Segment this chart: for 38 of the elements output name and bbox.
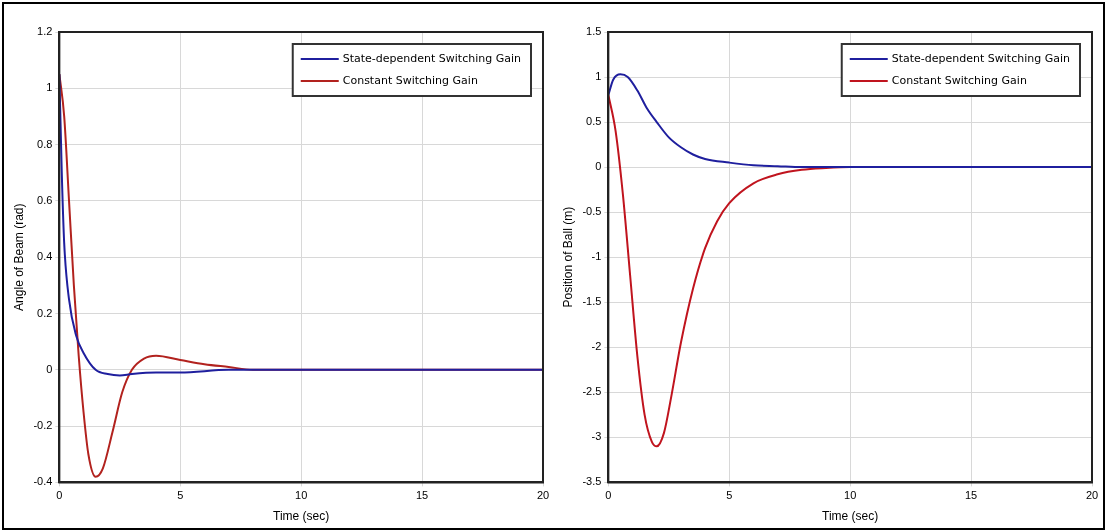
x-tick-label: 0 <box>56 489 63 502</box>
y-axis-title: Position of Ball (m) <box>560 206 575 308</box>
y-tick-label: -3 <box>591 430 602 443</box>
y-tick-label: 0.5 <box>586 115 602 128</box>
x-tick-label: 10 <box>295 489 308 502</box>
x-axis-title: Time (sec) <box>273 509 330 524</box>
y-tick-label: 1.2 <box>37 25 53 38</box>
y-tick-label: -0.2 <box>33 419 53 432</box>
y-tick-label: -1.5 <box>582 295 602 308</box>
x-tick-label: 20 <box>1085 489 1099 502</box>
y-tick-label: -2 <box>591 340 602 353</box>
y-tick-label: 0.2 <box>37 306 53 319</box>
y-tick-label: 1 <box>595 70 602 83</box>
y-tick-label: 1 <box>46 81 53 94</box>
y-tick-label: -1 <box>591 250 602 263</box>
x-tick-label: 5 <box>177 489 184 502</box>
x-tick-label: 20 <box>536 489 550 502</box>
y-tick-label: 0 <box>595 160 602 173</box>
x-tick-label: 10 <box>844 489 857 502</box>
x-tick-label: 15 <box>964 489 978 502</box>
y-tick-label: -0.5 <box>582 205 602 218</box>
legend-label: Constant Switching Gain <box>342 73 478 87</box>
legend-label: State-dependent Switching Gain <box>342 51 522 65</box>
y-tick-label: -3.5 <box>582 475 602 488</box>
y-tick-label: 0.4 <box>37 250 53 263</box>
y-tick-label: 1.5 <box>586 25 602 38</box>
x-tick-label: 15 <box>415 489 429 502</box>
y-tick-label: 0.6 <box>37 193 53 206</box>
y-tick-label: -0.4 <box>33 475 53 488</box>
y-axis-title: Angle of Beam (rad) <box>11 203 26 311</box>
legend-label: State-dependent Switching Gain <box>891 51 1071 65</box>
x-axis-title: Time (sec) <box>822 509 879 524</box>
legend-label: Constant Switching Gain <box>891 73 1027 87</box>
y-tick-label: -2.5 <box>582 385 602 398</box>
y-tick-label: 0.8 <box>37 137 53 150</box>
x-tick-label: 0 <box>605 489 612 502</box>
x-tick-label: 5 <box>726 489 733 502</box>
y-tick-label: 0 <box>46 362 53 375</box>
